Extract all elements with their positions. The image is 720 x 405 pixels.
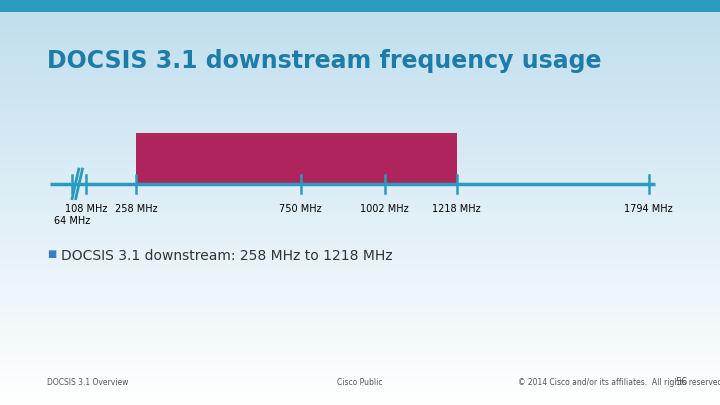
Text: 108 MHz: 108 MHz	[66, 204, 107, 214]
Text: 750 MHz: 750 MHz	[279, 204, 322, 214]
Text: 56: 56	[675, 377, 688, 387]
Text: DOCSIS 3.1 Overview: DOCSIS 3.1 Overview	[47, 378, 128, 387]
Text: ■: ■	[47, 249, 56, 259]
Text: 1002 MHz: 1002 MHz	[360, 204, 409, 214]
Text: 1794 MHz: 1794 MHz	[624, 204, 673, 214]
Text: © 2014 Cisco and/or its affiliates.  All rights reserved.: © 2014 Cisco and/or its affiliates. All …	[518, 378, 720, 387]
Text: 258 MHz: 258 MHz	[115, 204, 158, 214]
Text: DOCSIS 3.1 downstream: 258 MHz to 1218 MHz: DOCSIS 3.1 downstream: 258 MHz to 1218 M…	[61, 249, 393, 263]
Text: 1218 MHz: 1218 MHz	[432, 204, 481, 214]
Bar	[136, 133, 456, 184]
Text: 64 MHz: 64 MHz	[53, 215, 90, 226]
Text: DOCSIS 3.1 downstream frequency usage: DOCSIS 3.1 downstream frequency usage	[47, 49, 601, 72]
Text: Cisco Public: Cisco Public	[337, 378, 383, 387]
